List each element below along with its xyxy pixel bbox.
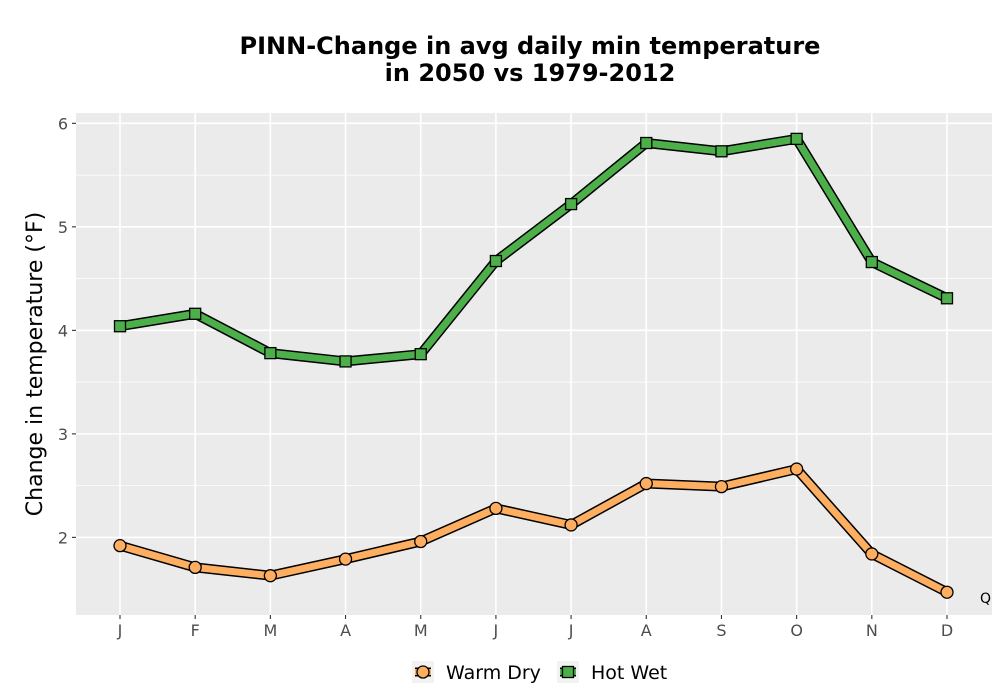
data-point (414, 348, 427, 361)
x-tick-label: J (117, 621, 123, 640)
x-tick-label: A (641, 621, 652, 640)
x-tick-label: D (941, 621, 953, 640)
data-point (113, 320, 127, 333)
data-point (940, 292, 954, 305)
data-point (865, 255, 878, 269)
x-tick-label: N (866, 621, 878, 640)
y-tick-label: 3 (58, 425, 68, 444)
data-point (865, 547, 879, 561)
x-tick-label: J (493, 621, 499, 640)
x-tick-label: F (191, 621, 200, 640)
plot-panel (76, 113, 992, 615)
legend-label: Warm Dry (446, 662, 541, 684)
data-point (338, 552, 353, 566)
x-tick-label: J (568, 621, 574, 640)
data-point (489, 501, 503, 516)
chart-title-line-2: in 2050 vs 1979-2012 (385, 59, 676, 87)
data-point (714, 480, 729, 494)
data-point (640, 136, 653, 150)
data-point (113, 539, 127, 553)
corner-annotation: Q (980, 591, 991, 607)
y-tick-label: 2 (58, 528, 68, 547)
series-hot-wet (113, 132, 954, 368)
data-point (188, 560, 202, 575)
legend: Warm Dry Hot Wet (412, 661, 667, 684)
data-point (564, 518, 578, 532)
series-warm-dry (113, 462, 954, 599)
data-point (189, 307, 202, 320)
chart-title-line-1: PINN-Change in avg daily min temperature (240, 32, 821, 60)
legend-item: Hot Wet (557, 661, 667, 684)
y-axis-label: Change in temperature (°F) (23, 212, 48, 516)
series-line (116, 135, 951, 365)
data-point (789, 462, 804, 476)
data-point (263, 569, 278, 583)
series-line (116, 465, 951, 596)
data-point (264, 346, 277, 360)
legend-key-marker (561, 665, 575, 679)
data-point (940, 585, 954, 599)
x-tick-label: S (716, 621, 726, 640)
y-tick-label: 6 (58, 114, 68, 133)
series-layer (113, 132, 954, 599)
data-point (489, 254, 503, 268)
y-tick-label: 5 (58, 218, 68, 237)
x-tick-label: M (414, 621, 428, 640)
legend-item: Warm Dry (412, 661, 541, 684)
data-point (790, 132, 803, 146)
data-point (339, 355, 352, 368)
axes: 2 3 4 5 6 J F M A M J J A S O N D (58, 114, 953, 640)
legend-key-marker (416, 665, 430, 679)
data-point (639, 476, 653, 491)
y-tick-label: 4 (58, 321, 68, 340)
x-tick-label: A (340, 621, 351, 640)
grid (76, 113, 992, 615)
data-point (715, 145, 728, 158)
data-point (564, 197, 578, 211)
x-tick-label: O (790, 621, 803, 640)
data-point (414, 534, 428, 549)
x-tick-label: M (263, 621, 277, 640)
legend-label: Hot Wet (591, 662, 667, 684)
